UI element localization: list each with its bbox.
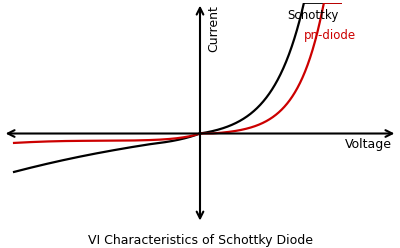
Text: Schottky: Schottky [287, 9, 339, 22]
Text: pn-diode: pn-diode [304, 29, 356, 42]
Text: Current: Current [207, 5, 220, 52]
Text: Voltage: Voltage [344, 138, 392, 152]
Text: VI Characteristics of Schottky Diode: VI Characteristics of Schottky Diode [88, 234, 312, 247]
